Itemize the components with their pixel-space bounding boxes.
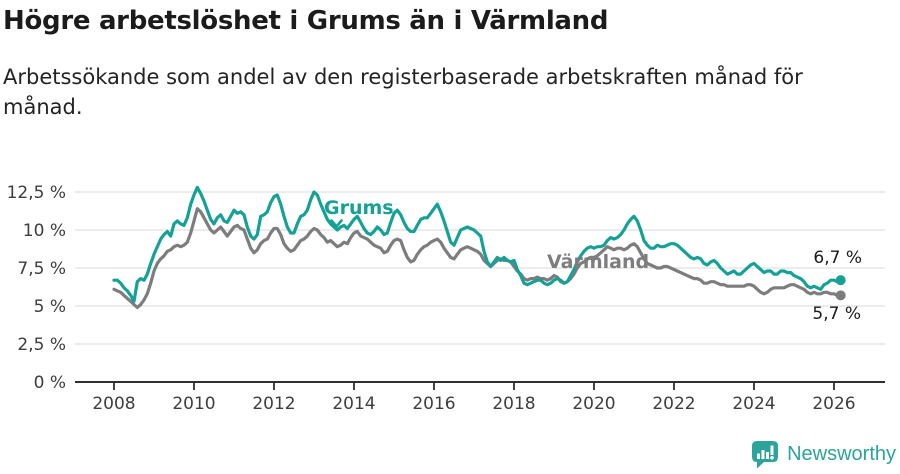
- x-tick-label: 2026: [812, 394, 855, 414]
- y-tick-label: 5 %: [34, 297, 66, 317]
- x-tick-label: 2016: [412, 394, 455, 414]
- newsworthy-logo: Newsworthy: [751, 440, 896, 469]
- y-tick-label: 7,5 %: [17, 259, 66, 279]
- x-tick-label: 2022: [652, 394, 695, 414]
- y-tick-label: 10 %: [23, 221, 66, 241]
- y-tick-label: 12,5 %: [7, 183, 66, 203]
- x-tick-label: 2018: [492, 394, 535, 414]
- page-title: Högre arbetslöshet i Grums än i Värmland: [3, 6, 609, 36]
- y-tick-label: 0 %: [34, 373, 66, 393]
- y-tick-label: 2,5 %: [17, 335, 66, 355]
- x-tick-label: 2020: [572, 394, 615, 414]
- newsworthy-speech-bubble-chart-icon: [752, 441, 779, 469]
- series-endpoint-grums: [835, 275, 846, 286]
- arrow-down-icon: [330, 219, 343, 228]
- x-tick-label: 2024: [732, 394, 775, 414]
- end-value-label-varmland: 5,7 %: [812, 304, 861, 324]
- x-tick-label: 2014: [332, 394, 375, 414]
- newsworthy-logo-text: Newsworthy: [787, 443, 896, 465]
- chart-subtitle: Arbetssökande som andel av den registerb…: [3, 65, 803, 120]
- x-tick-label: 2012: [252, 394, 295, 414]
- series-label-varmland: Värmland: [547, 251, 650, 273]
- x-tick-label: 2010: [172, 394, 215, 414]
- end-value-label-grums: 6,7 %: [813, 248, 862, 268]
- series-endpoint-varmland: [835, 290, 846, 301]
- x-tick-label: 2008: [92, 394, 135, 414]
- series-line-grums: [112, 185, 843, 303]
- series-line-varmland: [112, 207, 843, 310]
- series-label-grums: Grums: [324, 197, 394, 219]
